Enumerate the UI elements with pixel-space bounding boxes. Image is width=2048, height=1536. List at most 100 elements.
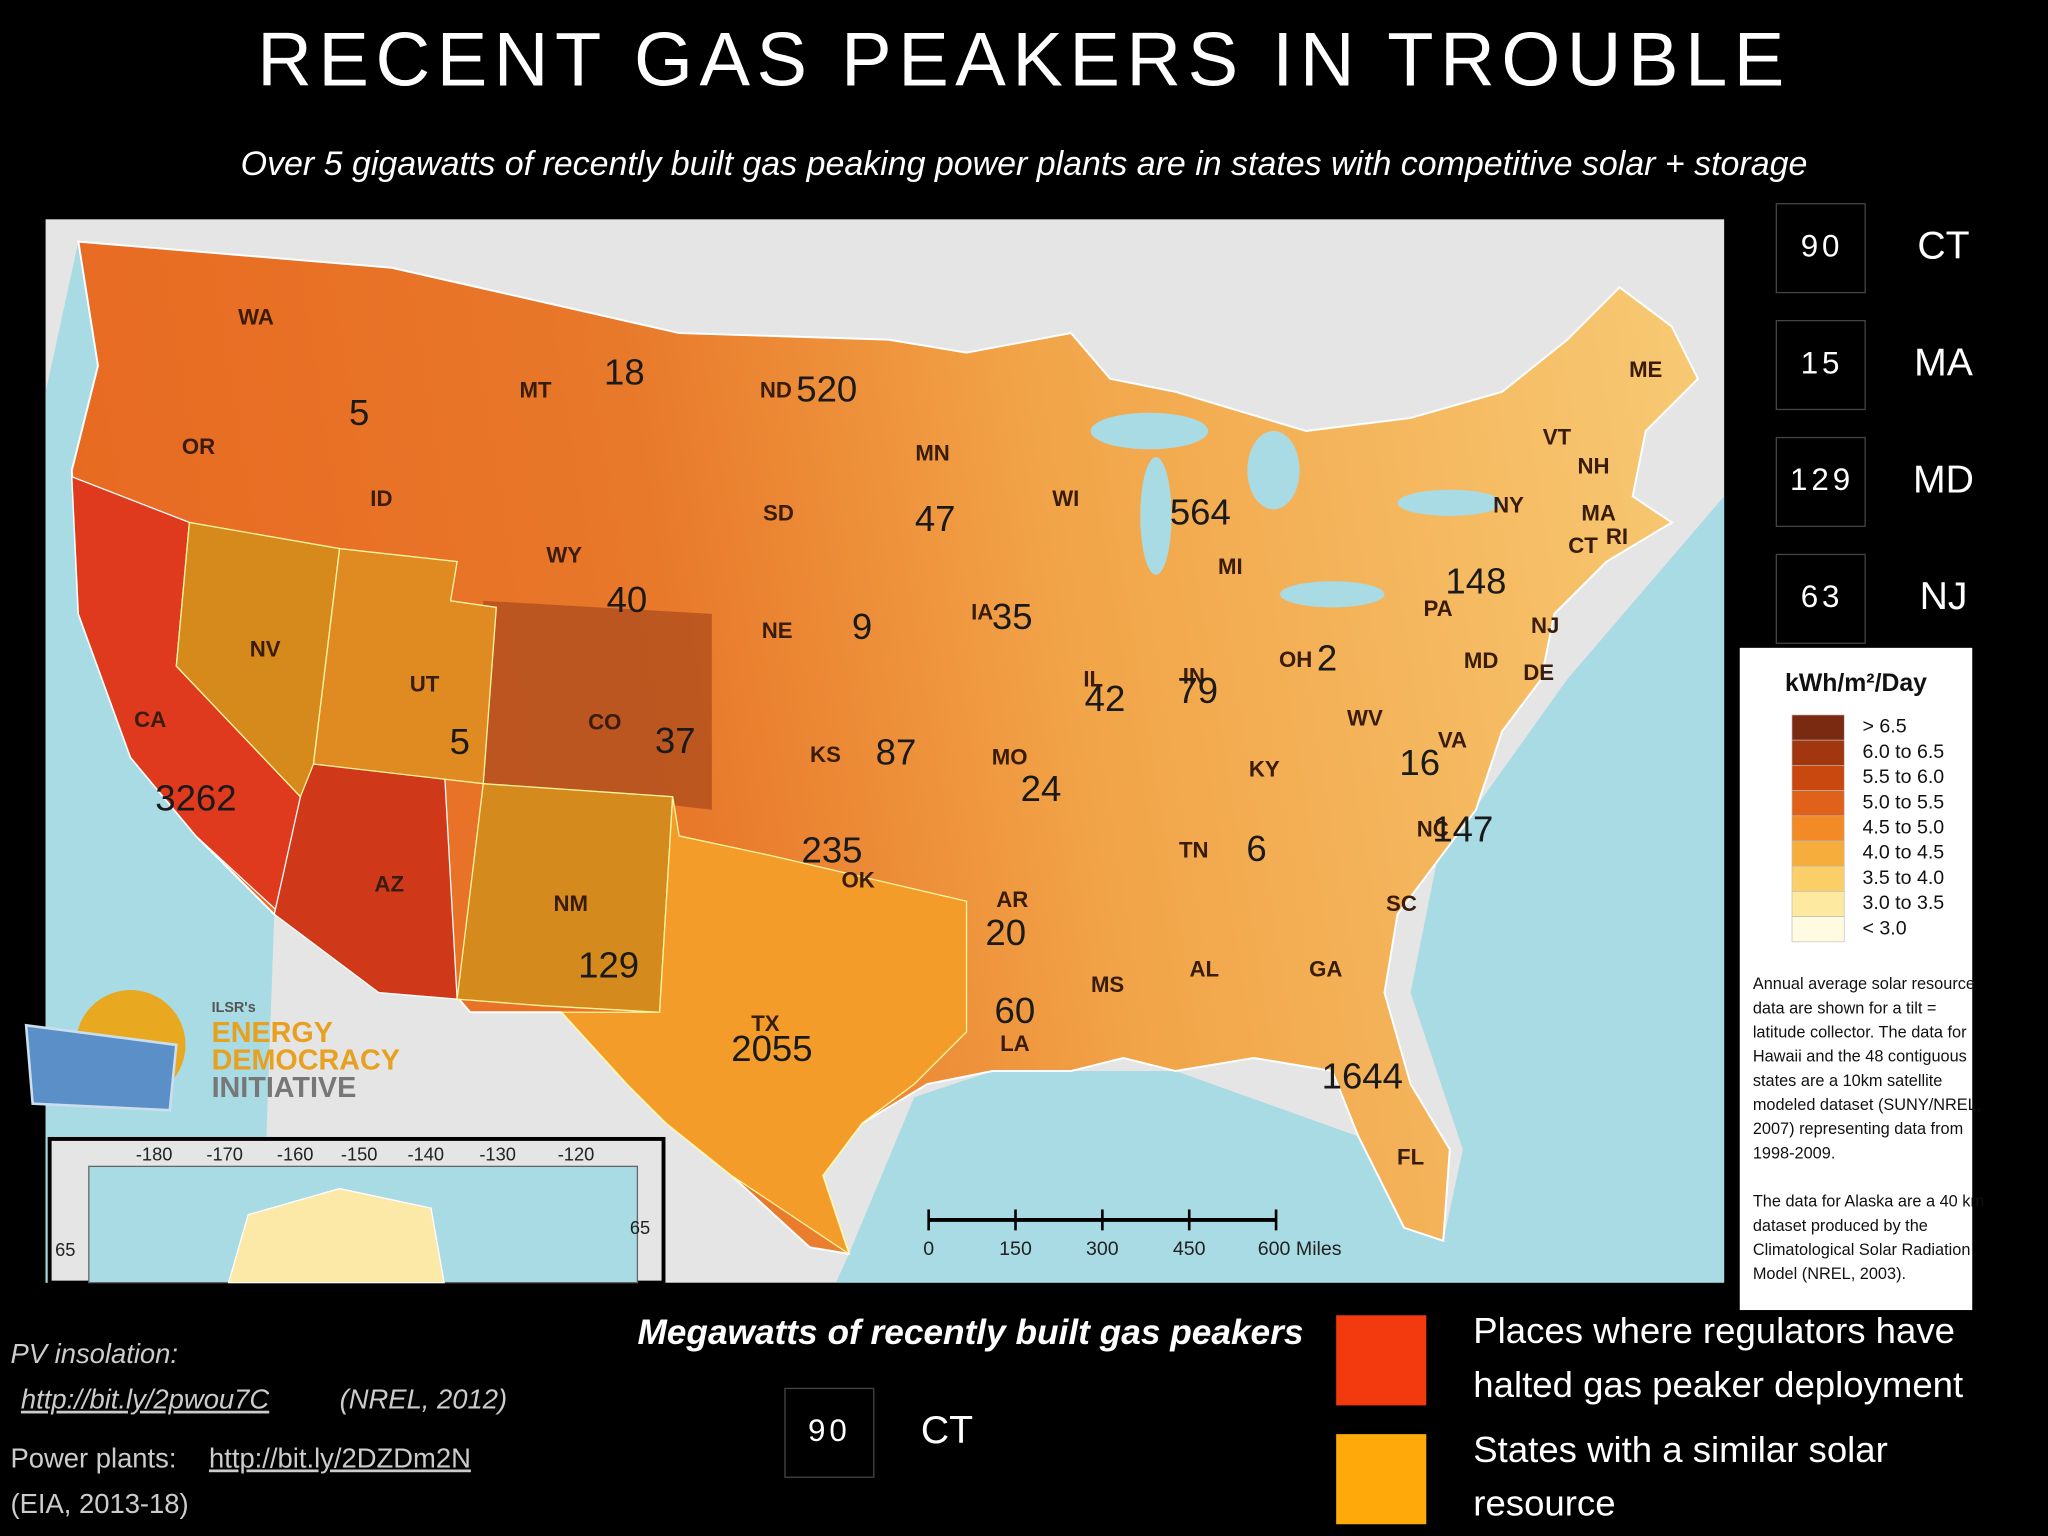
state-label: NJ [1531, 613, 1559, 638]
scale-label: 150 [999, 1238, 1032, 1260]
state-label: PA [1423, 596, 1452, 621]
subtitle: Over 5 gigawatts of recently built gas p… [241, 145, 1808, 183]
peaker-mw: 129 [578, 944, 639, 985]
scale-label: 0 [923, 1238, 934, 1260]
scale-bar: 0 150 300 450 600 Miles [923, 1209, 1342, 1260]
side-state: NJ [1920, 575, 1968, 618]
state-label: WY [546, 542, 582, 567]
legend-swatch [1791, 790, 1845, 817]
peaker-mw: 16 [1399, 742, 1440, 783]
inset-tick: 65 [630, 1217, 650, 1238]
colorado-kansas-high [483, 600, 712, 810]
state-label: MS [1091, 972, 1124, 997]
peaker-mw: 520 [796, 368, 857, 409]
key-box [784, 1387, 875, 1478]
legend-title: kWh/m²/Day [1785, 670, 1927, 697]
legend-note: modeled dataset (SUNY/NREL, [1753, 1096, 1981, 1114]
state-label: CT [1568, 533, 1598, 558]
state-label: MA [1581, 500, 1616, 525]
peaker-mw: 47 [915, 498, 956, 539]
lake [1140, 457, 1172, 575]
state-label: RI [1606, 524, 1628, 549]
peaker-mw: 9 [852, 606, 872, 647]
legend-note: data are shown for a tilt = [1753, 999, 1937, 1017]
state-label: OH [1279, 647, 1312, 672]
peaker-mw: 6 [1246, 828, 1266, 869]
legend-label: > 6.5 [1863, 716, 1907, 738]
state-nv [175, 521, 341, 798]
legend-swatch [1791, 739, 1845, 766]
state-label: OK [841, 867, 874, 892]
key-swatch [1336, 1434, 1427, 1525]
state-label: NM [554, 891, 589, 916]
state-label: ND [760, 378, 792, 403]
side-box [1775, 436, 1866, 528]
state-label: NY [1493, 493, 1524, 518]
peaker-mw: 20 [985, 912, 1026, 953]
legend-note: Model (NREL, 2003). [1753, 1265, 1906, 1283]
state-label: VT [1543, 425, 1572, 450]
state-label: IN [1183, 664, 1205, 689]
peaker-mw: 5 [450, 721, 470, 762]
legend-label: 5.5 to 6.0 [1863, 766, 1945, 788]
sources: PV insolation: http://bit.ly/2pwou7C (NR… [10, 1338, 507, 1519]
peaker-mw: 1644 [1322, 1056, 1403, 1097]
side-value: 15 [1801, 345, 1844, 380]
inset-tick: -130 [479, 1144, 516, 1165]
source-label: Power plants: [10, 1442, 176, 1473]
side-state: MD [1913, 458, 1974, 501]
key-value: 90 [808, 1413, 851, 1448]
side-box [1775, 553, 1866, 644]
legend-note: 1998-2009. [1753, 1144, 1836, 1162]
legend-note: latitude collector. The data for [1753, 1023, 1967, 1041]
key: Megawatts of recently built gas peakers … [637, 1310, 1963, 1525]
side-value: 129 [1790, 462, 1854, 497]
peaker-mw: 87 [876, 732, 917, 773]
peaker-mw: 79 [1177, 670, 1218, 711]
legend-note: The data for Alaska are a 40 km [1753, 1193, 1984, 1211]
state-label: CO [588, 709, 621, 734]
alaska-land [227, 1187, 445, 1284]
legend-label: < 3.0 [1863, 917, 1907, 939]
peaker-mw: 3262 [155, 777, 236, 818]
peaker-mw: 35 [992, 596, 1033, 637]
side-value: 63 [1801, 579, 1844, 614]
state-label: LA [1000, 1031, 1030, 1056]
peaker-mw: 235 [801, 830, 862, 871]
inset-tick: -150 [341, 1144, 378, 1165]
peaker-mw: 18 [604, 352, 645, 393]
legend-swatch [1791, 765, 1845, 791]
peaker-mw: 60 [995, 990, 1036, 1031]
logo-line: INITIATIVE [212, 1072, 357, 1104]
legend-swatch [1791, 815, 1845, 842]
state-label: UT [410, 672, 440, 697]
source-link[interactable]: http://bit.ly/2DZDm2N [209, 1442, 471, 1473]
legend-label: 3.0 to 3.5 [1863, 892, 1945, 914]
state-tx [560, 796, 968, 1256]
solar-legend: kWh/m²/Day > 6.5 6.0 to 6.5 5.5 to 6.0 5.0 … [1739, 647, 1984, 1311]
map-labels: WA OR CA NV ID MT WY UT AZ CO NM ND SD NE KS OK TX MN IA MO… [134, 305, 1662, 1255]
state-label: IL [1083, 666, 1103, 691]
legend-label: 4.5 to 5.0 [1863, 817, 1945, 839]
inset-tick: -140 [408, 1144, 445, 1165]
legend-label: 4.0 to 4.5 [1863, 842, 1945, 864]
inset-tick: -120 [558, 1144, 595, 1165]
legend-label: 3.5 to 4.0 [1863, 867, 1945, 889]
state-label: AZ [374, 871, 404, 896]
inset-tick: -180 [136, 1144, 173, 1165]
key-title: Megawatts of recently built gas peakers [637, 1313, 1303, 1352]
logo: ILSR's ENERGY DEMOCRACY INITIATIVE [24, 990, 400, 1112]
logo-panel [24, 1023, 178, 1112]
lake [1397, 489, 1503, 516]
source-link[interactable]: http://bit.ly/2pwou7C [21, 1384, 270, 1415]
legend-panel [1739, 647, 1973, 1311]
scale-label: 600 Miles [1258, 1238, 1342, 1260]
state-label: WV [1347, 706, 1383, 731]
key-label: Places where regulators have [1473, 1310, 1955, 1351]
side-boxes: 90 CT 15 MA 129 MD 63 NJ [1775, 203, 1974, 644]
peaker-mw: 37 [655, 720, 696, 761]
peaker-mw: 564 [1170, 491, 1231, 532]
side-box [1775, 320, 1866, 411]
state-label: TN [1179, 837, 1209, 862]
